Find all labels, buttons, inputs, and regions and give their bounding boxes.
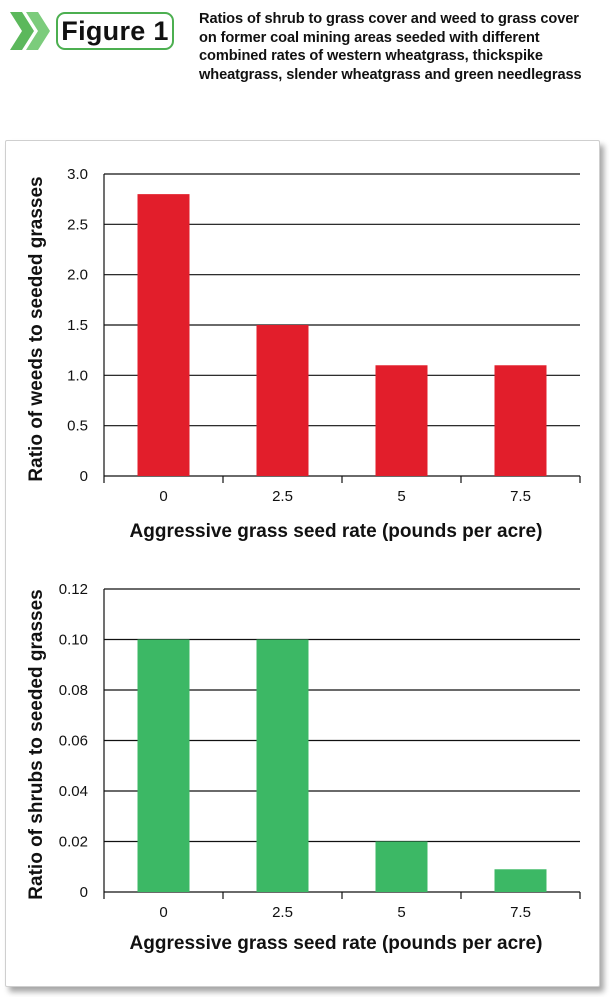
x-tick-label: 2.5 [272, 904, 293, 921]
y-tick-label: 0 [80, 884, 88, 901]
bar-0 [137, 194, 190, 476]
y-tick-label: 0.02 [59, 834, 88, 851]
y-tick-label: 0.10 [59, 632, 88, 649]
bar-0 [137, 639, 190, 892]
x-axis-label: Aggressive grass seed rate (pounds per a… [130, 521, 543, 542]
chevron-arrows-icon [10, 12, 50, 50]
y-tick-label: 2.5 [67, 216, 88, 233]
y-tick-label: 1.0 [67, 367, 88, 384]
y-tick-label: 0.06 [59, 733, 88, 750]
bar-2.5 [256, 325, 309, 476]
figure-header: Figure 1 Ratios of shrub to grass cover … [0, 0, 610, 135]
y-tick-label: 3.0 [67, 166, 88, 183]
figure-label: Figure 1 [56, 12, 174, 50]
y-tick-label: 0.12 [59, 581, 88, 598]
x-tick-label: 5 [397, 904, 405, 921]
y-axis-label: Ratio of weeds to seeded grasses [26, 176, 47, 481]
x-tick-label: 0 [159, 488, 167, 505]
y-axis-label: Ratio of shrubs to seeded grasses [26, 589, 47, 899]
x-tick-label: 7.5 [510, 488, 531, 505]
bar-7.5 [494, 869, 547, 892]
bar-7.5 [494, 365, 547, 476]
bar-5 [375, 365, 428, 476]
x-tick-label: 0 [159, 904, 167, 921]
x-axis-label: Aggressive grass seed rate (pounds per a… [130, 933, 543, 954]
figure-caption: Ratios of shrub to grass cover and weed … [199, 11, 582, 83]
bar-2.5 [256, 639, 309, 892]
y-tick-label: 0.5 [67, 418, 88, 435]
x-tick-label: 7.5 [510, 904, 531, 921]
y-tick-label: 0.08 [59, 682, 88, 699]
bar-5 [375, 841, 428, 892]
y-tick-label: 1.5 [67, 317, 88, 334]
y-tick-label: 2.0 [67, 267, 88, 284]
x-tick-label: 2.5 [272, 488, 293, 505]
y-tick-label: 0.04 [59, 783, 88, 800]
y-tick-label: 0 [80, 468, 88, 485]
x-tick-label: 5 [397, 488, 405, 505]
